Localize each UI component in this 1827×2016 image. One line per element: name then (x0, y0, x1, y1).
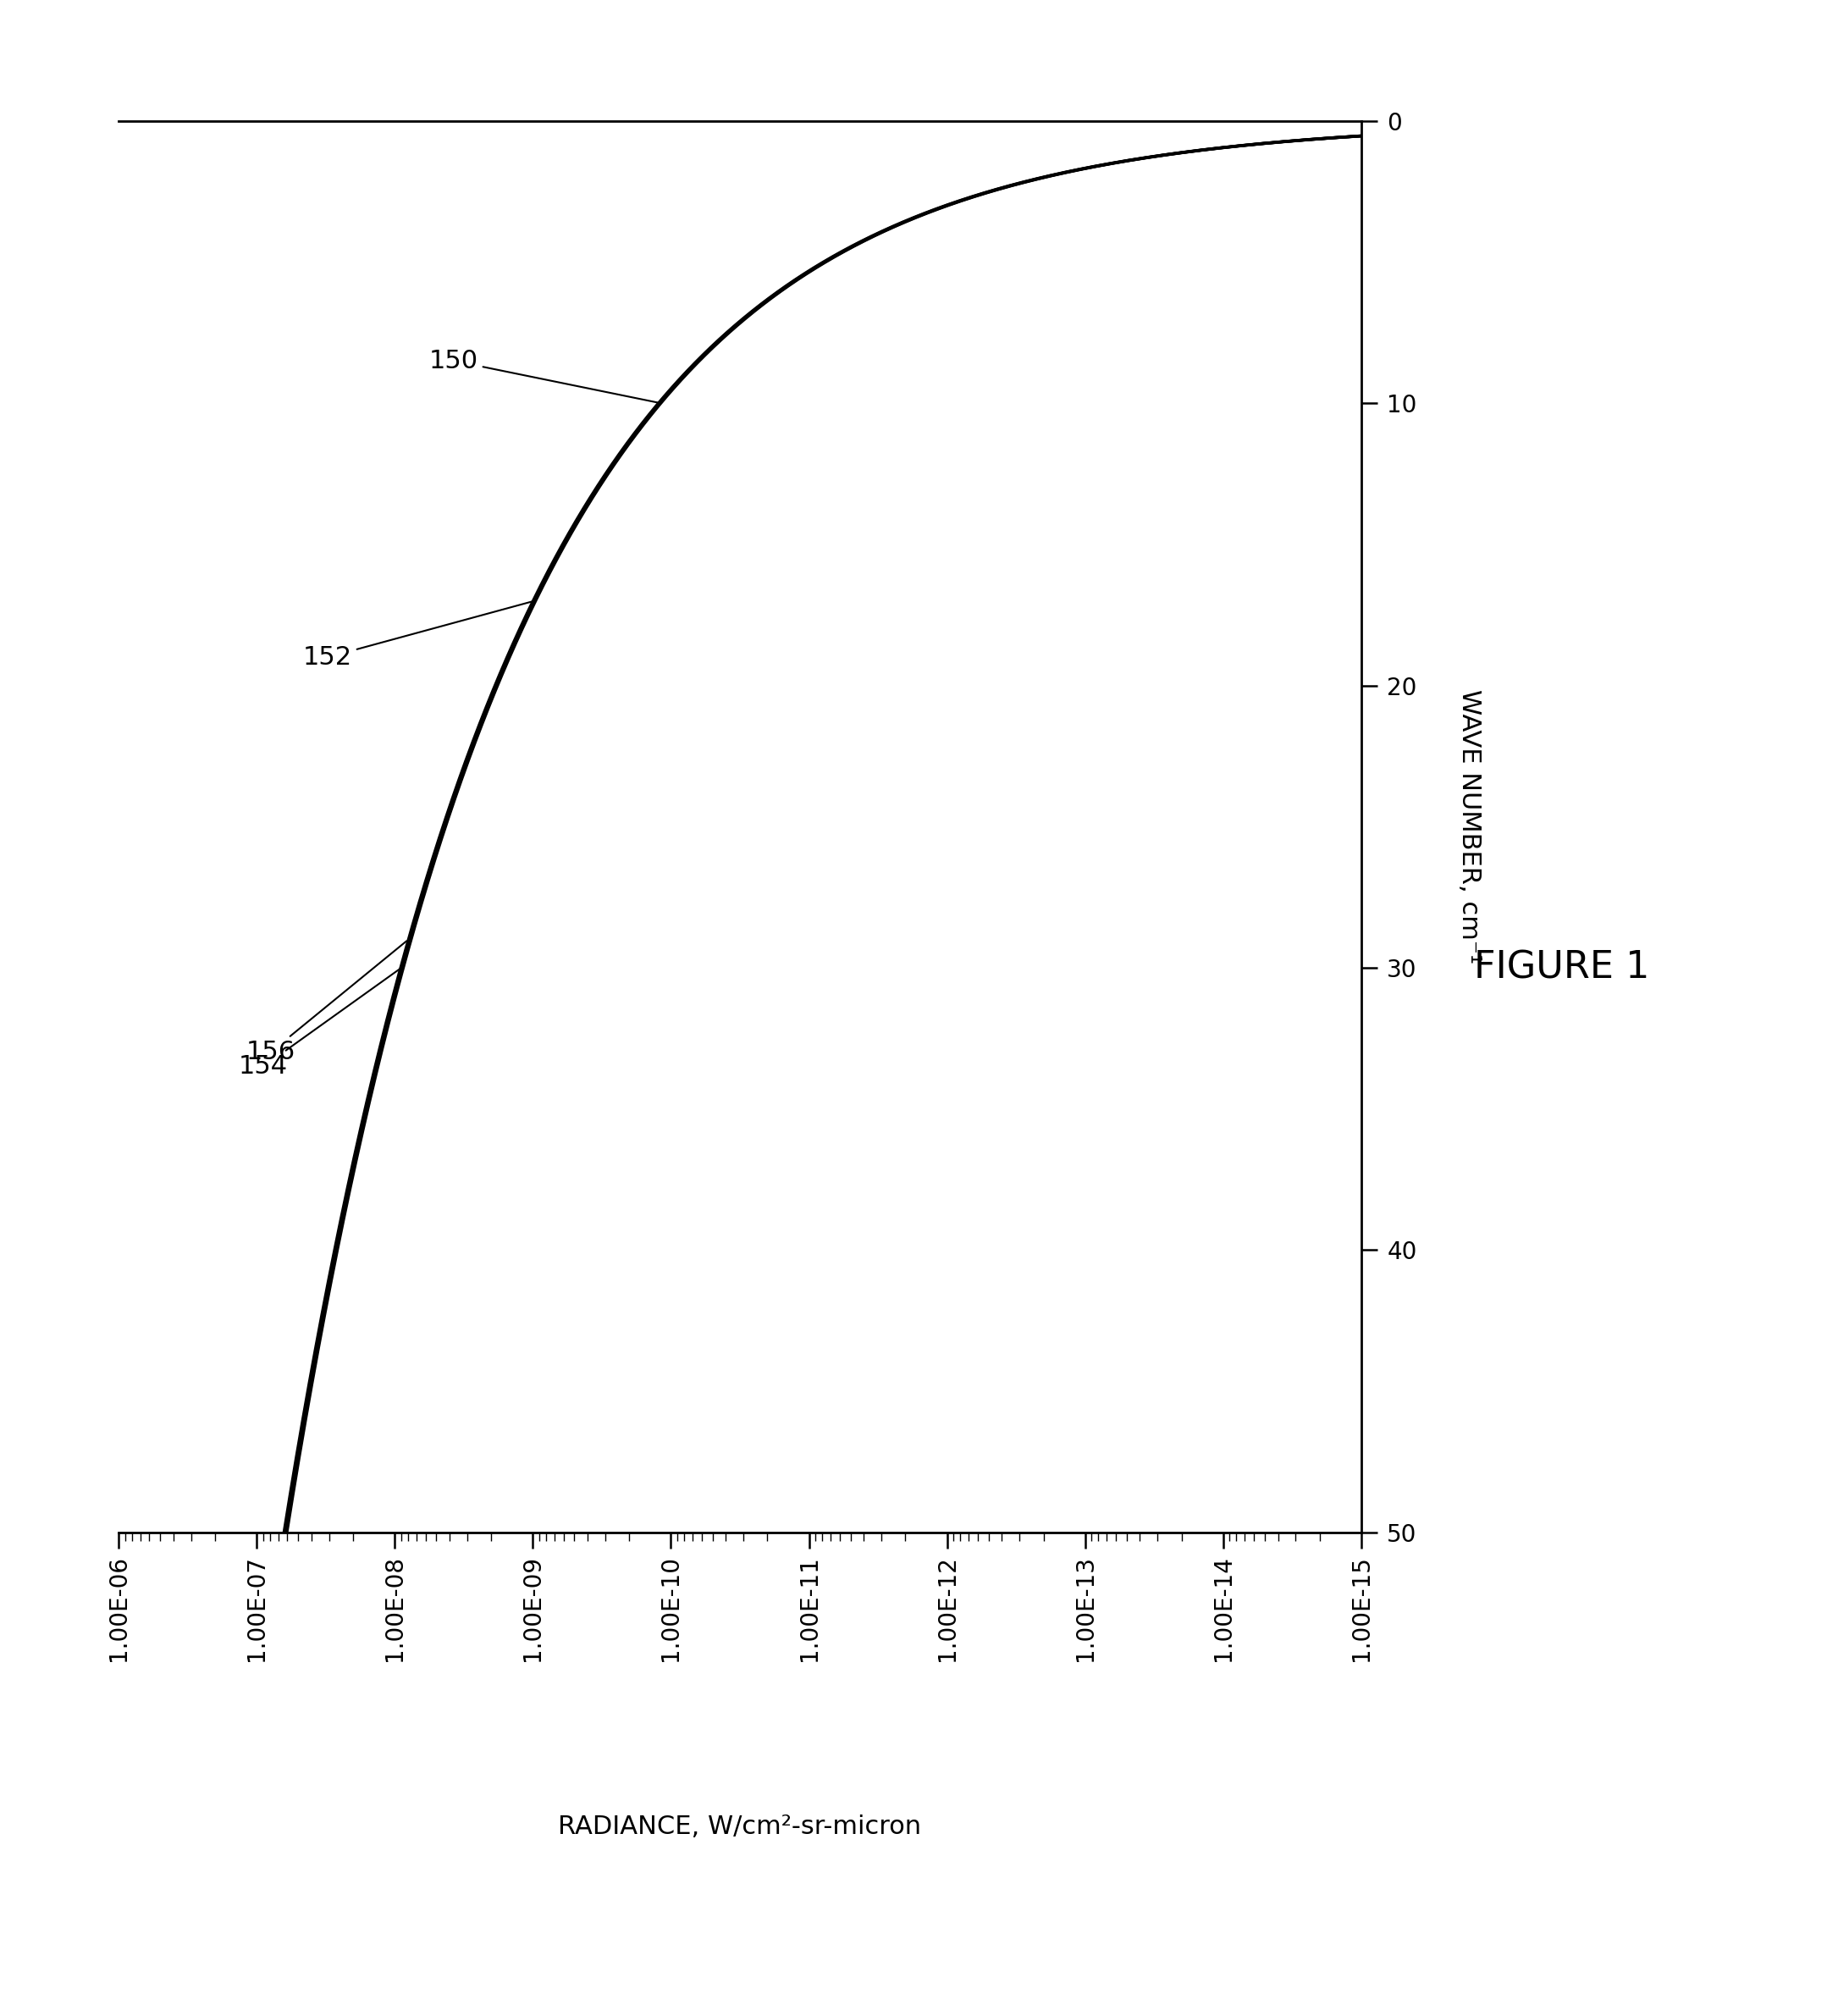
Text: 156: 156 (247, 941, 407, 1064)
Text: FIGURE 1: FIGURE 1 (1474, 950, 1650, 986)
Y-axis label: WAVE NUMBER, cm⁻¹: WAVE NUMBER, cm⁻¹ (1458, 689, 1482, 964)
Text: 152: 152 (303, 601, 532, 669)
X-axis label: RADIANCE, W/cm²-sr-micron: RADIANCE, W/cm²-sr-micron (559, 1814, 921, 1839)
Text: 154: 154 (239, 970, 400, 1079)
Text: 150: 150 (429, 349, 658, 403)
